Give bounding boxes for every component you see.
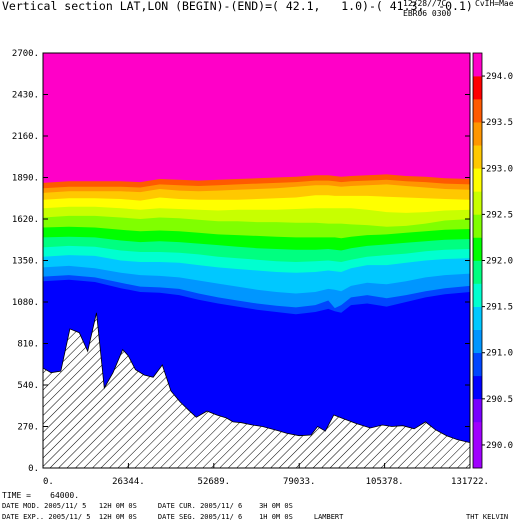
x-tick-label: 52689. [198,477,231,487]
y-tick-label: 2160. [12,132,39,142]
y-tick-label: 540. [17,381,39,391]
colorbar-segment [473,191,482,215]
colorbar-tick-label: 290.5 [486,395,513,405]
x-tick-label: 0. [43,477,54,487]
y-tick-label: 810. [17,340,39,350]
colorbar-segment [473,306,482,330]
x-tick-label: 26344. [112,477,145,487]
x-tick-label: 79033. [283,477,316,487]
run-tag-label: EBR06 0300 [403,9,452,18]
run-date-label: 12/28//7C [403,0,447,8]
y-tick-label: 1620. [12,215,39,225]
y-tick-label: 270. [17,423,39,433]
colorbar-segment [473,145,482,169]
x-tick-label: 105378. [366,477,404,487]
axes: 0. 270. 540. 810. 1080. 1350. 1620. 1890. 2160. 2… [12,49,489,487]
colorbar-tick-label: 291.5 [486,303,513,313]
y-tick-label: 1080. [12,298,39,308]
date-info-line-1: DATE MOD. 2005/11/ 5 12H 0M 0S DATE CUR.… [2,502,293,510]
y-tick-label: 2700. [12,49,39,59]
x-tick-label: 131722. [451,477,489,487]
colorbar-segment [473,398,482,423]
colorbar-tick-label: 294.0 [486,72,513,82]
time-label: TIME = 64000. [2,491,80,500]
y-tick-label: 2430. [12,91,39,101]
colorbar-segment [473,260,482,284]
colorbar-segment [473,122,482,146]
colorbar-tick-label: 293.0 [486,164,513,174]
terrain [43,312,470,468]
colorbar-segment [473,214,482,238]
colorbar-segment [473,53,482,77]
colorbar-tick-label: 292.0 [486,257,513,267]
colorbar-segment [473,76,482,100]
colorbar-segment [473,352,482,377]
run-user-label: CvIH=Mae [475,0,514,8]
colorbar-tick-label: 291.0 [486,349,513,359]
colorbar-segment [473,283,482,307]
colorbar-segment [473,329,482,354]
y-tick-label: 0. [28,464,39,474]
chart-title: Vertical section LAT,LON (BEGIN)-(END)=(… [2,0,473,13]
y-tick-label: 1350. [12,257,39,267]
colorbar-segment [473,237,482,261]
colorbar-tick-label: 293.5 [486,118,513,128]
colorbar-segment [473,444,482,469]
colorbar-segment [473,375,482,400]
field-unit-label: THT KELVIN [466,513,509,521]
colorbar-tick-label: 292.5 [486,210,513,220]
y-tick-label: 1890. [12,174,39,184]
plot-area [43,53,470,468]
colorbar: 290.0 290.5 291.0 291.5 292.0 292.5 293.0 293.5… [472,52,513,469]
colorbar-segment [473,421,482,446]
colorbar-segment [473,168,482,192]
date-info-line-2: DATE EXP.. 2005/11/ 5 12H 0M 0S DATE SEG… [2,513,344,521]
colorbar-segment [473,99,482,123]
colorbar-tick-label: 290.0 [486,441,513,451]
